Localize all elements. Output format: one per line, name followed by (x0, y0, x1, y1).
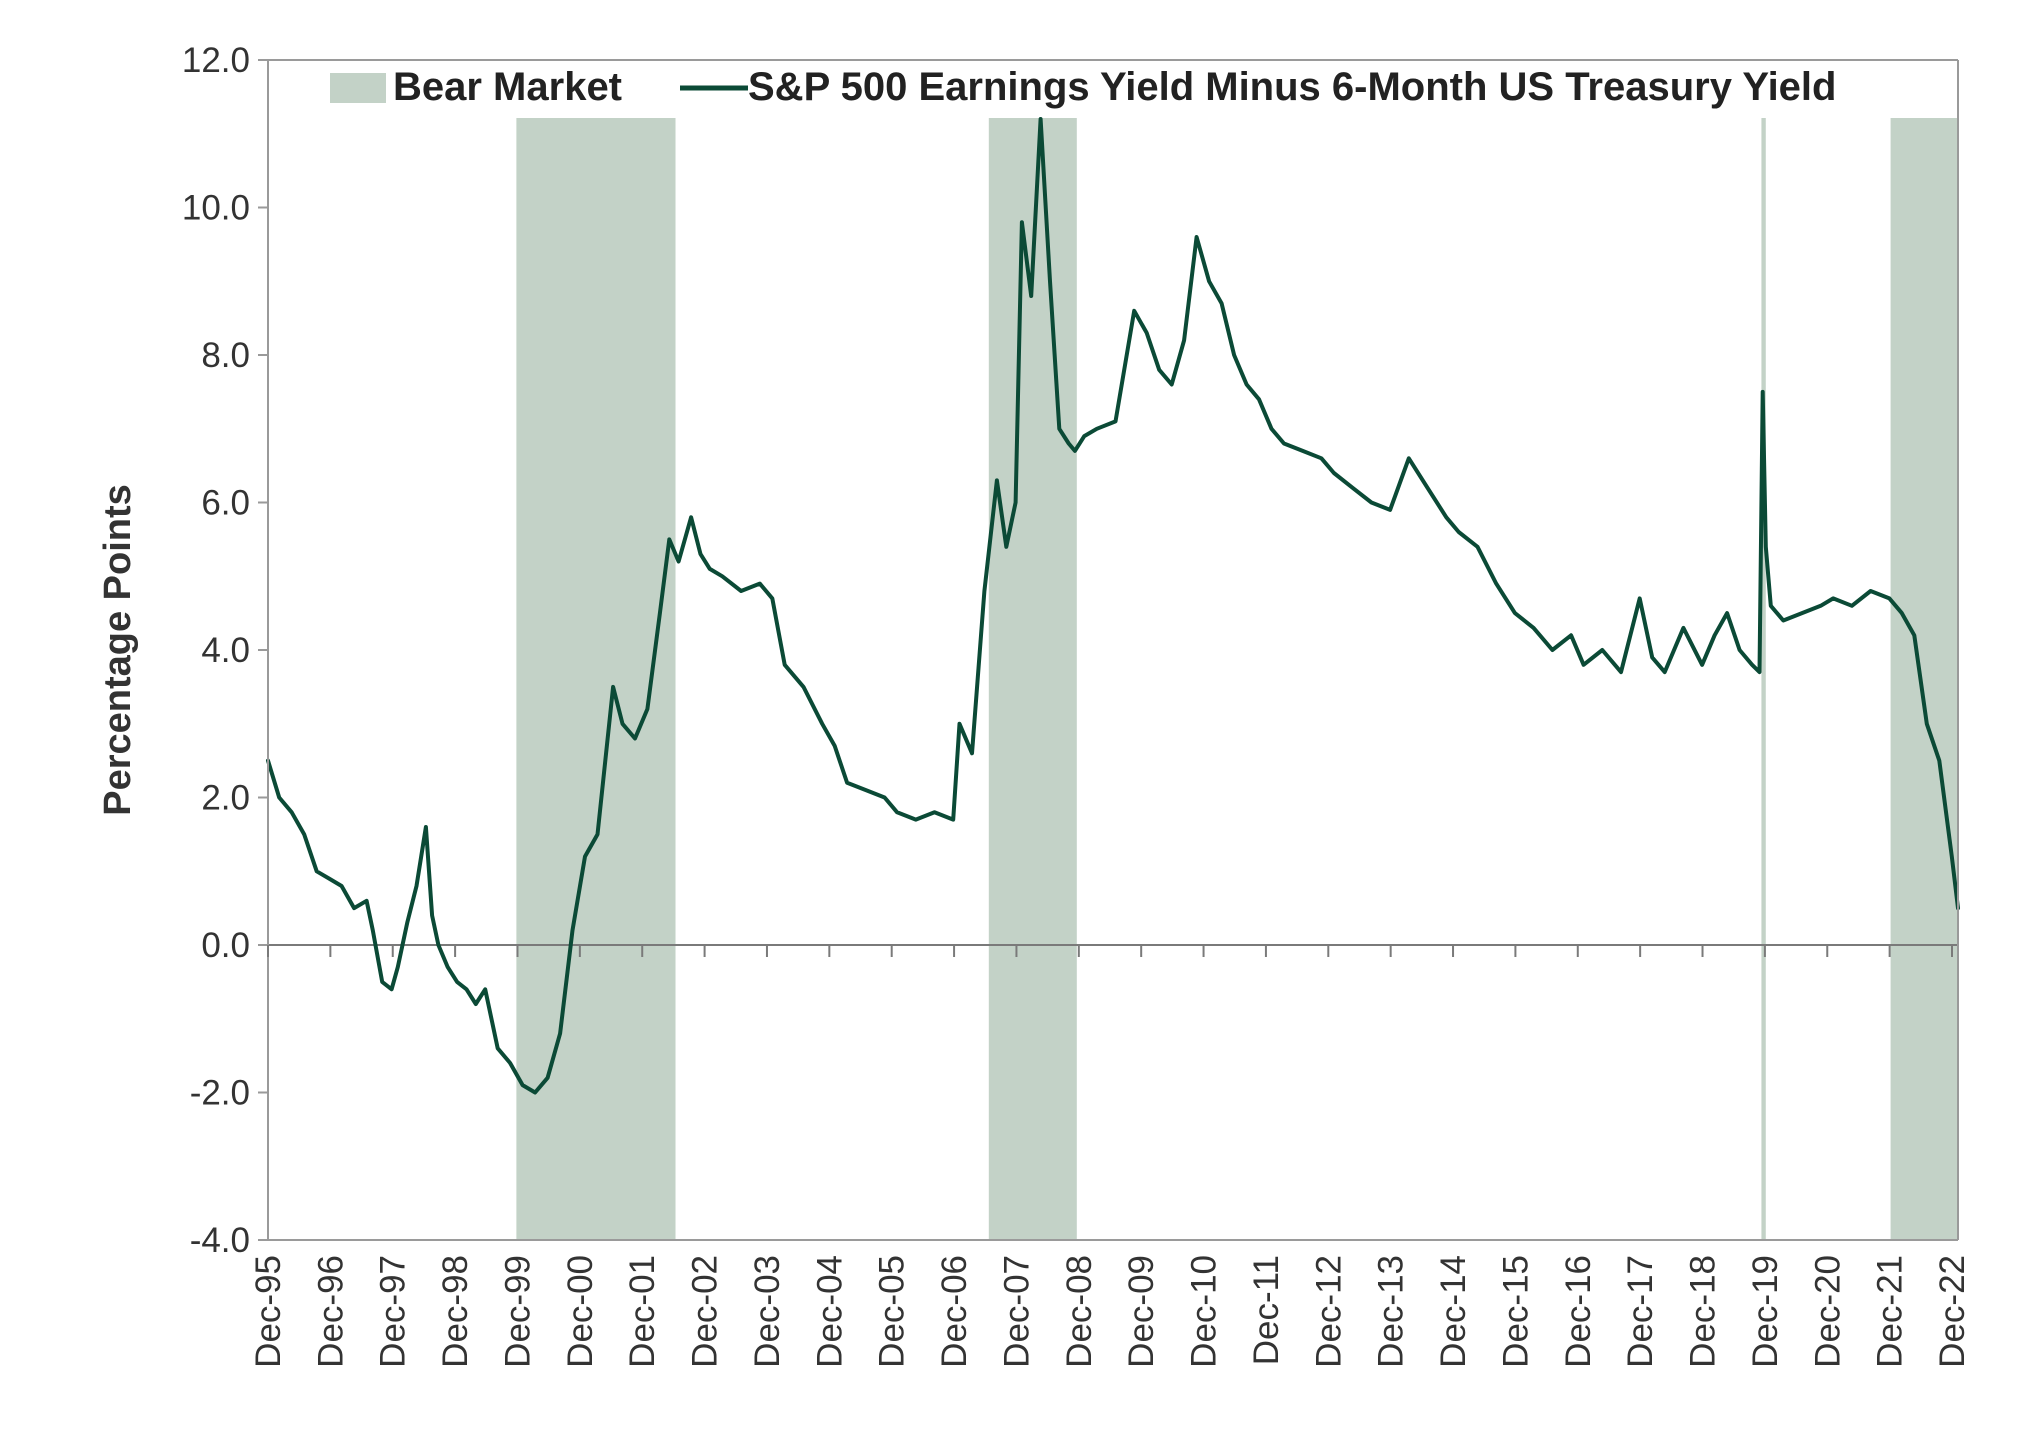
y-tick-label: 4.0 (201, 631, 250, 670)
bear-market-shading (516, 118, 1958, 1240)
x-tick-label: Dec-08 (1060, 1255, 1099, 1368)
legend-series-label: S&P 500 Earnings Yield Minus 6-Month US … (748, 65, 1836, 109)
y-tick-label: -2.0 (190, 1074, 250, 1113)
x-tick-label: Dec-10 (1185, 1255, 1224, 1368)
y-tick-label: 6.0 (201, 484, 250, 523)
x-tick-label: Dec-09 (1122, 1255, 1161, 1368)
x-tick-labels: Dec-95 Dec-96 Dec-97 Dec-98 Dec-99 Dec-00 Dec-… (249, 945, 1972, 1368)
x-tick-label: Dec-96 (311, 1255, 350, 1368)
x-tick-label: Dec-22 (1933, 1255, 1972, 1368)
y-tick-label: 8.0 (201, 336, 250, 375)
y-tick-label: 12.0 (182, 41, 250, 80)
x-tick-label: Dec-04 (810, 1255, 849, 1368)
x-tick-label: Dec-98 (436, 1255, 475, 1368)
legend: Bear Market S&P 500 Earnings Yield Minus… (330, 65, 1836, 109)
x-tick-label: Dec-97 (374, 1255, 413, 1368)
legend-bear-label: Bear Market (393, 65, 622, 109)
x-tick-label: Dec-02 (686, 1255, 725, 1368)
x-tick-label: Dec-95 (249, 1255, 288, 1368)
y-axis-title: Percentage Points (97, 484, 139, 816)
x-tick-label: Dec-21 (1871, 1255, 1910, 1368)
x-tick-label: Dec-05 (873, 1255, 912, 1368)
x-tick-label: Dec-12 (1309, 1255, 1348, 1368)
x-tick-label: Dec-99 (498, 1255, 537, 1368)
x-tick-label: Dec-01 (623, 1255, 662, 1368)
x-tick-label: Dec-18 (1684, 1255, 1723, 1368)
y-tick-labels: 12.0 10.0 8.0 6.0 4.0 2.0 0.0 -2.0 -4.0 (182, 41, 268, 1260)
bear-market-band-1 (516, 118, 676, 1240)
y-tick-label: 10.0 (182, 189, 250, 228)
x-tick-label: Dec-14 (1434, 1255, 1473, 1368)
x-tick-label: Dec-11 (1247, 1255, 1286, 1365)
x-tick-label: Dec-20 (1808, 1255, 1847, 1368)
x-tick-label: Dec-13 (1372, 1255, 1411, 1368)
y-tick-label: -4.0 (190, 1221, 250, 1260)
y-tick-label: 0.0 (201, 926, 250, 965)
bear-market-band-2 (988, 118, 1077, 1240)
y-tick-label: 2.0 (201, 779, 250, 818)
x-tick-label: Dec-19 (1746, 1255, 1785, 1368)
x-tick-label: Dec-16 (1559, 1255, 1598, 1368)
x-tick-label: Dec-15 (1496, 1255, 1535, 1368)
bear-market-band-3 (1761, 118, 1766, 1240)
x-tick-label: Dec-07 (997, 1255, 1036, 1368)
bear-market-band-4 (1890, 118, 1958, 1240)
series-line (266, 117, 1960, 1095)
series-line-layer (266, 117, 1960, 1095)
x-tick-label: Dec-17 (1621, 1255, 1660, 1368)
x-tick-label: Dec-06 (935, 1255, 974, 1368)
legend-bear-swatch (330, 73, 386, 103)
x-tick-label: Dec-00 (561, 1255, 600, 1368)
x-tick-label: Dec-03 (748, 1255, 787, 1368)
